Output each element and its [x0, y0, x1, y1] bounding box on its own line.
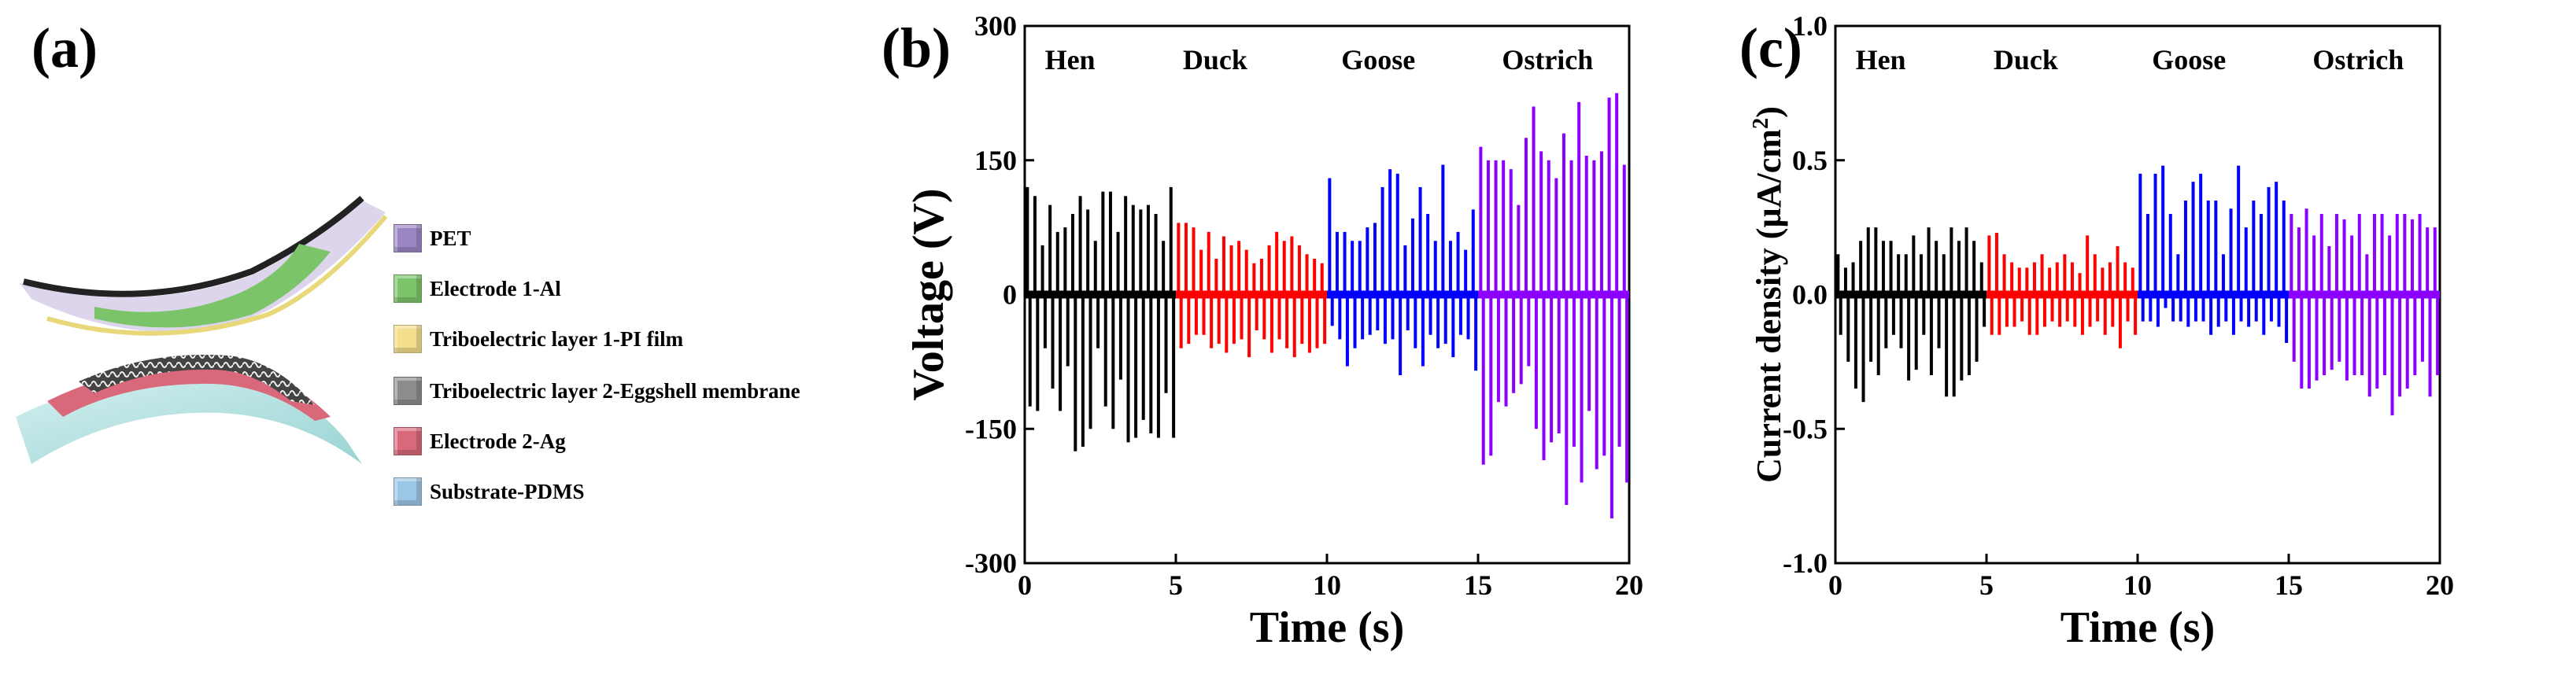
device-structure-illustration — [16, 196, 388, 464]
cube-icon — [394, 274, 422, 303]
x-axis-label: Time (s) — [1250, 603, 1405, 652]
legend-label: Triboelectric layer 2-Eggshell membrane — [430, 378, 800, 403]
y-axis-label: Voltage (V) — [905, 188, 953, 400]
segment-annotation: Goose — [2152, 44, 2226, 76]
y-tick-label: -0.5 — [1783, 413, 1828, 444]
current-density-chart: -1.0 -0.5 0.0 0.5 1.0 0 5 10 15 20 Time (s) Current… — [1749, 16, 2454, 652]
cube-icon — [394, 427, 422, 455]
x-tick-label: 0 — [1828, 569, 1842, 601]
cube-icon — [394, 325, 422, 353]
segment-annotation: Ostrich — [2312, 44, 2404, 76]
panel-b-label: (b) — [881, 17, 951, 79]
top-film-stack — [20, 196, 388, 336]
legend-item: Triboelectric layer 2-Eggshell membrane — [394, 377, 800, 405]
y-tick-label: -150 — [965, 413, 1017, 444]
x-tick-label: 15 — [1464, 569, 1492, 601]
legend-item: Substrate-PDMS — [394, 477, 585, 506]
legend-item: PET — [394, 224, 471, 252]
y-tick-label: -1.0 — [1783, 547, 1828, 579]
y-tick-label: 0.0 — [1792, 279, 1828, 311]
segment-annotation: Duck — [1994, 44, 2058, 76]
series — [1835, 227, 1987, 403]
x-tick-label: 5 — [1979, 569, 1994, 601]
y-tick-label: 150 — [974, 145, 1017, 176]
legend-label: Substrate-PDMS — [430, 479, 585, 503]
x-tick-label: 15 — [2275, 569, 2303, 601]
series — [1025, 186, 1176, 451]
legend-item: Electrode 1-Al — [394, 274, 561, 303]
series — [1176, 223, 1327, 358]
y-axis-label: Current density (µA/cm2) — [1749, 106, 1788, 483]
segment-annotation: Duck — [1183, 44, 1247, 76]
x-axis-label: Time (s) — [2060, 603, 2216, 652]
panel-a-label: (a) — [31, 17, 98, 79]
layer-legend: PET Electrode 1-Al Triboelectric layer 1… — [394, 224, 850, 523]
series — [1478, 93, 1629, 519]
panel-c-label: (c) — [1739, 17, 1802, 79]
segment-annotation: Goose — [1341, 44, 1415, 76]
bottom-device-stack — [16, 354, 362, 464]
y-tick-label: 300 — [974, 16, 1017, 42]
legend-label: PET — [430, 226, 471, 250]
series — [2289, 208, 2440, 416]
legend-label: Electrode 2-Ag — [430, 429, 566, 453]
legend-label: Electrode 1-Al — [430, 276, 561, 300]
x-tick-label: 20 — [1615, 569, 1643, 601]
x-tick-label: 0 — [1018, 569, 1032, 601]
legend-label: Triboelectric layer 1-PI film — [430, 326, 684, 351]
voltage-chart: -300 -150 0 150 300 0 5 10 15 20 Time (s) Voltage (… — [905, 16, 1643, 652]
series — [1987, 232, 2138, 348]
series — [2138, 165, 2289, 343]
x-tick-label: 10 — [1313, 569, 1341, 601]
segment-annotation: Hen — [1045, 44, 1096, 76]
y-tick-label: 1.0 — [1792, 16, 1828, 42]
legend-item: Triboelectric layer 1-PI film — [394, 325, 683, 353]
x-tick-label: 5 — [1169, 569, 1183, 601]
x-tick-label: 10 — [2123, 569, 2152, 601]
cube-icon — [394, 224, 422, 252]
cube-icon — [394, 377, 422, 405]
segment-annotation: Hen — [1856, 44, 1906, 76]
cube-icon — [394, 477, 422, 506]
y-tick-label: -300 — [965, 547, 1017, 579]
y-tick-label: 0 — [1003, 279, 1017, 311]
x-tick-label: 20 — [2426, 569, 2454, 601]
series — [1327, 164, 1478, 375]
y-tick-label: 0.5 — [1792, 145, 1828, 176]
legend-item: Electrode 2-Ag — [394, 427, 566, 455]
segment-annotation: Ostrich — [1502, 44, 1593, 76]
